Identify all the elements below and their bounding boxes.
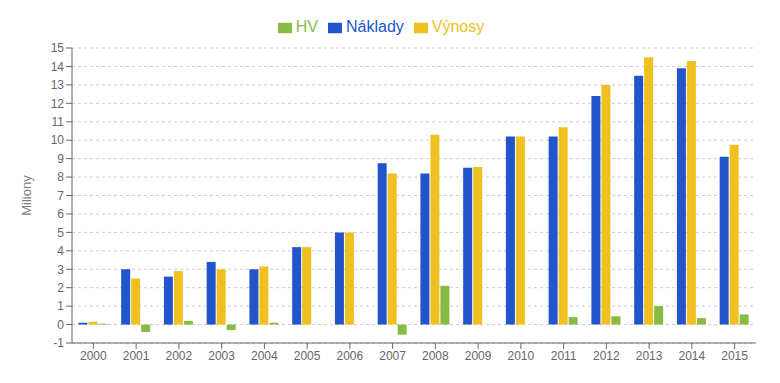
svg-text:2009: 2009 xyxy=(465,349,492,363)
svg-text:2013: 2013 xyxy=(636,349,663,363)
svg-text:2004: 2004 xyxy=(251,349,278,363)
svg-text:10: 10 xyxy=(51,133,65,147)
svg-text:4: 4 xyxy=(57,244,64,258)
svg-text:8: 8 xyxy=(57,170,64,184)
svg-text:12: 12 xyxy=(51,97,65,111)
svg-text:1: 1 xyxy=(57,299,64,313)
svg-text:-1: -1 xyxy=(53,336,64,350)
svg-text:6: 6 xyxy=(57,207,64,221)
svg-text:2006: 2006 xyxy=(337,349,364,363)
svg-text:Miliony: Miliony xyxy=(19,175,34,216)
svg-text:2015: 2015 xyxy=(721,349,748,363)
html-text:HV: HV xyxy=(295,18,318,35)
svg-text:2005: 2005 xyxy=(294,349,321,363)
svg-text:2003: 2003 xyxy=(208,349,235,363)
svg-text:14: 14 xyxy=(51,60,65,74)
svg-text:0: 0 xyxy=(57,318,64,332)
svg-text:2002: 2002 xyxy=(166,349,193,363)
svg-text:2008: 2008 xyxy=(422,349,449,363)
svg-text:2010: 2010 xyxy=(508,349,535,363)
svg-text:2014: 2014 xyxy=(679,349,706,363)
svg-text:2000: 2000 xyxy=(80,349,107,363)
svg-text:9: 9 xyxy=(57,152,64,166)
svg-text:7: 7 xyxy=(57,189,64,203)
html-text:Náklady: Náklady xyxy=(346,18,404,35)
html-text:Výnosy: Výnosy xyxy=(431,18,485,35)
svg-text:3: 3 xyxy=(57,263,64,277)
svg-text:11: 11 xyxy=(52,115,65,129)
svg-text:15: 15 xyxy=(51,41,65,55)
svg-text:2012: 2012 xyxy=(593,349,620,363)
svg-text:2011: 2011 xyxy=(551,349,577,363)
svg-text:13: 13 xyxy=(51,78,65,92)
svg-text:2007: 2007 xyxy=(379,349,406,363)
svg-text:2001: 2001 xyxy=(123,349,150,363)
svg-text:5: 5 xyxy=(57,226,64,240)
svg-text:2: 2 xyxy=(57,281,64,295)
